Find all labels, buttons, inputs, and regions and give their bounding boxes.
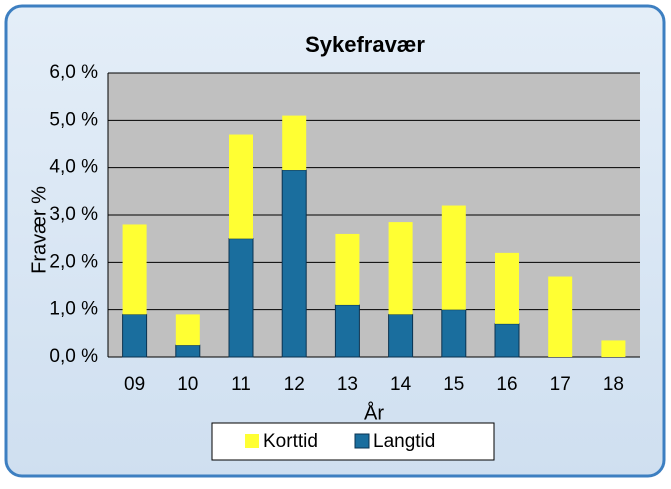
bar [548,276,573,357]
bar [122,313,148,358]
bar [229,134,253,239]
x-tick-label: 14 [390,374,412,395]
bar [441,205,466,310]
bar [495,252,519,324]
bar [175,344,201,358]
x-tick-label: 10 [177,374,198,395]
bar [175,314,200,346]
bar [282,115,307,171]
x-tick-label: 11 [231,374,251,395]
x-axis-label: År [364,401,384,424]
bar [388,313,414,358]
bar [122,224,147,315]
bar [281,169,307,358]
bar [601,340,626,357]
legend-label: Korttid [263,431,318,452]
x-tick-label: 09 [124,374,145,395]
y-tick-label: 6,0 % [49,62,98,83]
x-tick-label: 17 [550,374,571,395]
x-tick-label: 18 [603,374,624,395]
bar [335,233,360,305]
bar [334,304,360,358]
y-tick-label: 5,0 % [49,109,98,130]
x-tick-label: 12 [284,374,305,395]
bar [441,309,467,358]
y-tick-label: 4,0 % [49,157,98,178]
y-tick-label: 3,0 % [49,204,98,225]
y-tick-label: 2,0 % [49,251,98,272]
legend-label: Langtid [373,431,435,452]
bar [388,222,413,315]
x-tick-label: 16 [496,374,517,395]
legend-swatch [354,433,370,449]
bar [228,238,254,358]
chart-title: Sykefravær [305,32,425,57]
x-tick-label: 13 [337,374,358,395]
y-tick-label: 0,0 % [49,346,98,367]
bar [494,323,520,358]
y-axis-label: Fravær % [28,186,50,274]
x-tick-label: 15 [443,374,464,395]
legend-swatch [245,434,259,448]
y-tick-label: 1,0 % [49,299,98,320]
